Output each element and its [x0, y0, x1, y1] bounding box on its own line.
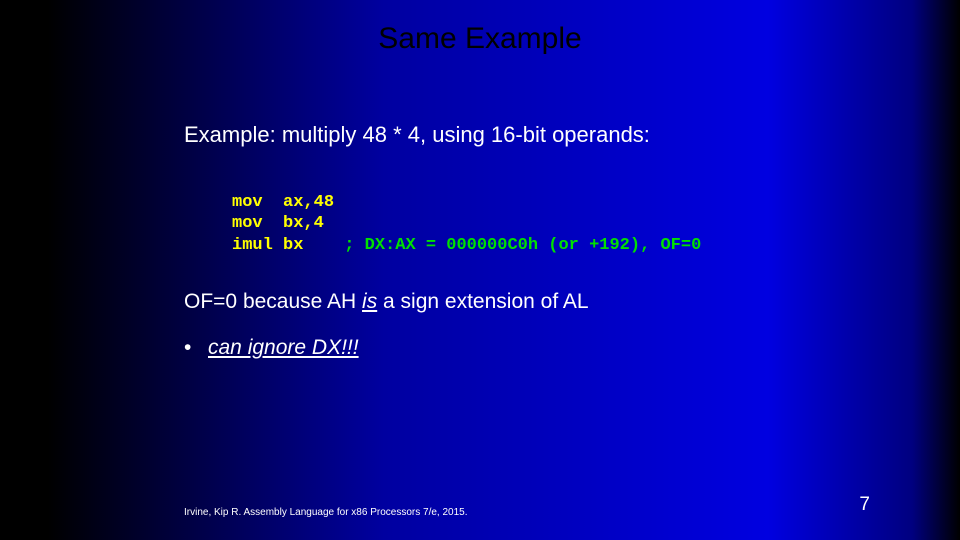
note-emph: is	[362, 290, 377, 313]
code-block: mov ax,48 mov bx,4 imul bx ; DX:AX = 000…	[232, 192, 701, 256]
code-line-3-comment: ; DX:AX = 000000C0h (or +192), OF=0	[303, 236, 701, 255]
slide-title: Same Example	[0, 22, 960, 56]
bullet-marker: •	[184, 336, 208, 360]
bullet-item: •can ignore DX!!!	[184, 336, 359, 360]
code-line-2: mov bx,4	[232, 214, 324, 233]
explanation-note: OF=0 because AH is a sign extension of A…	[184, 290, 589, 314]
note-post: a sign extension of AL	[377, 290, 588, 313]
footer-citation: Irvine, Kip R. Assembly Language for x86…	[184, 507, 468, 518]
bullet-text: can ignore DX!!!	[208, 336, 359, 359]
note-pre: OF=0 because AH	[184, 290, 362, 313]
page-number: 7	[859, 494, 870, 516]
code-line-3-instr: imul bx	[232, 236, 303, 255]
slide: Same Example Example: multiply 48 * 4, u…	[0, 0, 960, 540]
code-line-1: mov ax,48	[232, 193, 334, 212]
example-description: Example: multiply 48 * 4, using 16-bit o…	[184, 122, 650, 148]
